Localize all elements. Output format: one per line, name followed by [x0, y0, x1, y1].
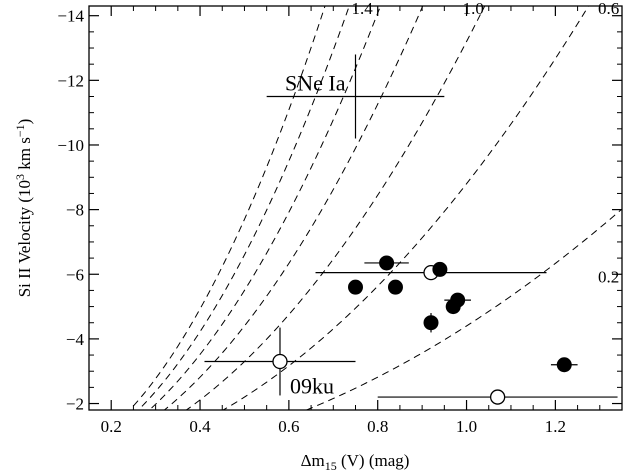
curve-label: 0.2: [598, 267, 619, 286]
y-tick-label: −14: [57, 7, 84, 26]
x-axis-label: Δm15 (V) (mag): [301, 451, 410, 471]
filled-point: [445, 299, 461, 315]
x-tick-label: 0.4: [189, 417, 211, 436]
filled-point: [387, 279, 403, 295]
x-tick-label: 0.8: [367, 417, 388, 436]
filled-point: [432, 261, 448, 277]
open-point: [489, 389, 506, 405]
model-curve: [222, 6, 590, 410]
axis-ticks: 0.2 0.4 0.6 0.8 1.0 1.2 −2 −4 −6 −8 −10 −12 −14: [57, 6, 622, 436]
filled-point: [379, 255, 395, 271]
curve-label: 1.0: [463, 0, 484, 18]
annotations: 1.4 1.0 0.6 0.2 SNe Ia 09ku: [285, 0, 619, 399]
x-tick-label: 0.6: [278, 417, 299, 436]
filled-point: [556, 357, 572, 373]
y-tick-label: −6: [66, 265, 84, 284]
model-curve: [133, 6, 326, 407]
data-points: [204, 54, 618, 405]
filled-point: [423, 315, 439, 331]
y-tick-label: −4: [66, 330, 85, 349]
y-tick-label: −12: [57, 71, 84, 90]
model-curve: [163, 6, 424, 410]
curve-label: 1.4: [352, 0, 374, 18]
y-tick-label: −2: [66, 395, 84, 414]
model-curve: [137, 6, 350, 410]
open-point: [272, 353, 288, 370]
model-curves: [133, 6, 622, 410]
model-curve: [305, 208, 622, 410]
x-tick-label: 1.0: [456, 417, 477, 436]
model-curve: [185, 6, 486, 410]
y-tick-label: −8: [66, 201, 84, 220]
model-curve: [148, 6, 382, 410]
reference-label: SNe Ia: [285, 70, 346, 95]
y-axis-label: Si II Velocity (103 km s−1): [13, 119, 34, 298]
label-09ku: 09ku: [290, 374, 334, 399]
filled-point: [348, 279, 363, 295]
x-tick-label: 0.2: [101, 417, 122, 436]
curve-label: 0.6: [598, 0, 619, 18]
y-tick-label: −10: [57, 136, 84, 155]
x-tick-label: 1.2: [545, 417, 566, 436]
